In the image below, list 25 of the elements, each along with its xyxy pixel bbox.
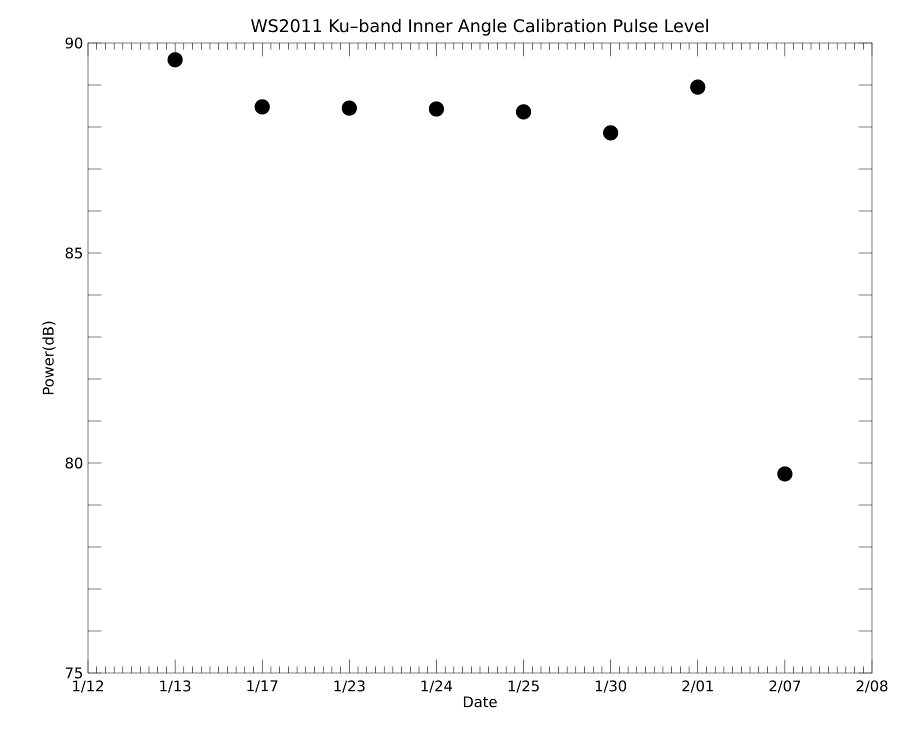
y-axis-title: Power(dB) [42,322,56,394]
x-tick-label: 1/23 [334,680,365,693]
y-tick-label: 90 [66,37,82,49]
x-tick-label: 2/01 [682,680,713,693]
y-tick-label: 80 [66,457,82,469]
point [516,104,532,120]
x-tick-label: 1/30 [596,680,626,693]
point [690,79,706,95]
x-tick-label: 1/25 [508,680,539,693]
x-axis-title: Date [464,696,497,708]
point [168,52,183,68]
point [428,101,444,117]
x-tick-label: 1/17 [247,680,278,692]
chart-title: WS2011 Ku–band Inner Angle Calibration Pulse Level [251,18,708,36]
x-tick-label: 2/07 [769,680,800,693]
point [342,100,357,116]
point [603,125,618,140]
point [777,466,792,482]
x-tick-label: 1/13 [160,680,190,693]
x-tick-label: 1/24 [422,680,452,693]
y-tick-label: 75 [66,668,82,678]
x-tick-label: 2/08 [856,680,888,693]
point [254,99,270,114]
y-tick-label: 85 [66,247,82,259]
x-tick-label: 1/12 [73,680,103,693]
